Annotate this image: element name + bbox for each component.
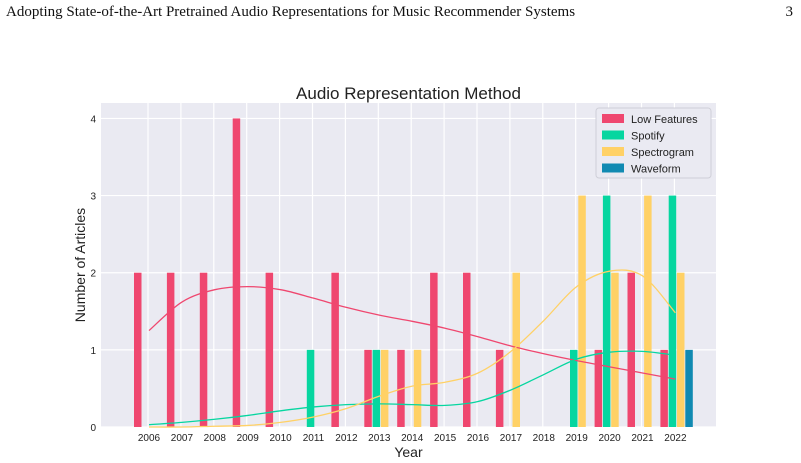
x-tick-label: 2018	[533, 433, 556, 444]
bar	[644, 195, 652, 427]
legend-label: Spectrogram	[631, 147, 694, 159]
y-tick-labels: 0 1 2 3 4	[90, 114, 96, 434]
bar	[611, 272, 619, 427]
bar	[668, 195, 677, 427]
bar	[232, 118, 241, 427]
bar	[199, 272, 208, 427]
x-tick-labels: 2006 2007 2008 2009 2010 2011 2012 2013 2014 2015…	[138, 433, 687, 444]
x-tick-label: 2012	[335, 433, 358, 444]
legend-label: Low Features	[631, 114, 698, 126]
legend-swatch	[602, 114, 624, 123]
y-tick-label: 1	[90, 346, 96, 357]
bar	[372, 349, 381, 427]
bar	[364, 349, 372, 427]
x-tick-label: 2006	[138, 433, 161, 444]
x-axis-title: Year	[394, 444, 423, 460]
chart-title: Audio Representation Method	[296, 84, 521, 103]
x-tick-label: 2022	[664, 433, 687, 444]
x-tick-label: 2016	[467, 433, 490, 444]
legend-label: Spotify	[631, 131, 665, 143]
running-title: Adopting State-of-the-Art Pretrained Aud…	[6, 4, 576, 20]
bar	[594, 349, 603, 427]
x-tick-label: 2009	[237, 433, 260, 444]
bar	[306, 349, 315, 427]
legend-box	[595, 107, 712, 179]
bar	[660, 349, 668, 427]
x-tick-label: 2010	[269, 433, 292, 444]
bar	[430, 272, 438, 427]
x-tick-label: 2013	[368, 433, 391, 444]
bar	[265, 272, 274, 427]
x-tick-label: 2015	[434, 433, 457, 444]
trend-curve	[148, 285, 676, 380]
bar	[685, 349, 693, 427]
legend-swatch	[602, 147, 624, 156]
bar	[380, 349, 389, 427]
bar	[627, 272, 635, 427]
bar	[134, 272, 142, 427]
y-tick-label: 2	[90, 269, 96, 280]
x-tick-label: 2019	[566, 433, 589, 444]
legend-swatch	[602, 163, 624, 173]
x-tick-label: 2011	[303, 433, 325, 444]
legend-label: Waveform	[631, 164, 681, 176]
x-tick-label: 2014	[401, 433, 424, 444]
x-tick-label: 2007	[171, 433, 194, 444]
trend-curves	[148, 269, 676, 428]
y-axis-title: Number of Articles	[72, 208, 88, 322]
x-tick-label: 2008	[204, 433, 227, 444]
bar	[463, 272, 471, 427]
bar	[677, 272, 685, 427]
legend-swatch	[602, 130, 624, 140]
trend-curve	[148, 269, 676, 428]
y-tick-label: 4	[90, 114, 96, 125]
bar	[512, 272, 520, 427]
x-tick-label: 2017	[500, 433, 523, 444]
bar	[578, 195, 586, 427]
y-tick-label: 3	[90, 192, 96, 203]
y-tick-label: 0	[90, 423, 96, 434]
x-tick-label: 2021	[631, 433, 654, 444]
bar	[166, 272, 175, 427]
page-number: 3	[785, 4, 794, 20]
trend-curve	[148, 350, 676, 426]
bar	[570, 349, 578, 427]
bar	[413, 349, 422, 427]
bar	[602, 195, 611, 427]
bar	[495, 349, 504, 427]
legend: Low Features Spotify Spectrogram Waveform	[595, 107, 712, 179]
x-tick-label: 2020	[598, 433, 621, 444]
bar	[331, 272, 339, 427]
